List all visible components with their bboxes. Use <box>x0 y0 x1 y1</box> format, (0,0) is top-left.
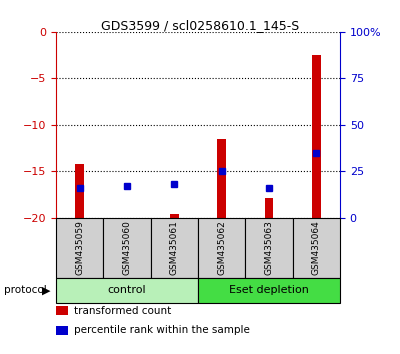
Text: Eset depletion: Eset depletion <box>229 285 309 295</box>
Bar <box>76 164 84 218</box>
Text: GSM435061: GSM435061 <box>170 220 179 275</box>
Text: GSM435062: GSM435062 <box>217 221 226 275</box>
Bar <box>198 278 340 303</box>
Text: GSM435060: GSM435060 <box>122 220 132 275</box>
Bar <box>103 218 151 278</box>
Bar <box>312 55 320 218</box>
Text: ▶: ▶ <box>42 285 50 295</box>
Text: percentile rank within the sample: percentile rank within the sample <box>74 325 250 335</box>
Bar <box>170 214 178 218</box>
Bar <box>56 218 103 278</box>
Text: GDS3599 / scl0258610.1_145-S: GDS3599 / scl0258610.1_145-S <box>101 19 299 33</box>
Bar <box>265 198 273 218</box>
Text: control: control <box>108 285 146 295</box>
Text: GSM435063: GSM435063 <box>264 220 274 275</box>
Text: protocol: protocol <box>4 285 47 295</box>
Bar <box>293 218 340 278</box>
Bar <box>198 218 245 278</box>
Text: GSM435059: GSM435059 <box>75 220 84 275</box>
Text: GSM435064: GSM435064 <box>312 221 321 275</box>
Bar <box>56 278 198 303</box>
Bar <box>245 218 293 278</box>
Bar <box>123 218 131 219</box>
Bar <box>218 139 226 218</box>
Text: transformed count: transformed count <box>74 306 171 316</box>
Bar <box>151 218 198 278</box>
